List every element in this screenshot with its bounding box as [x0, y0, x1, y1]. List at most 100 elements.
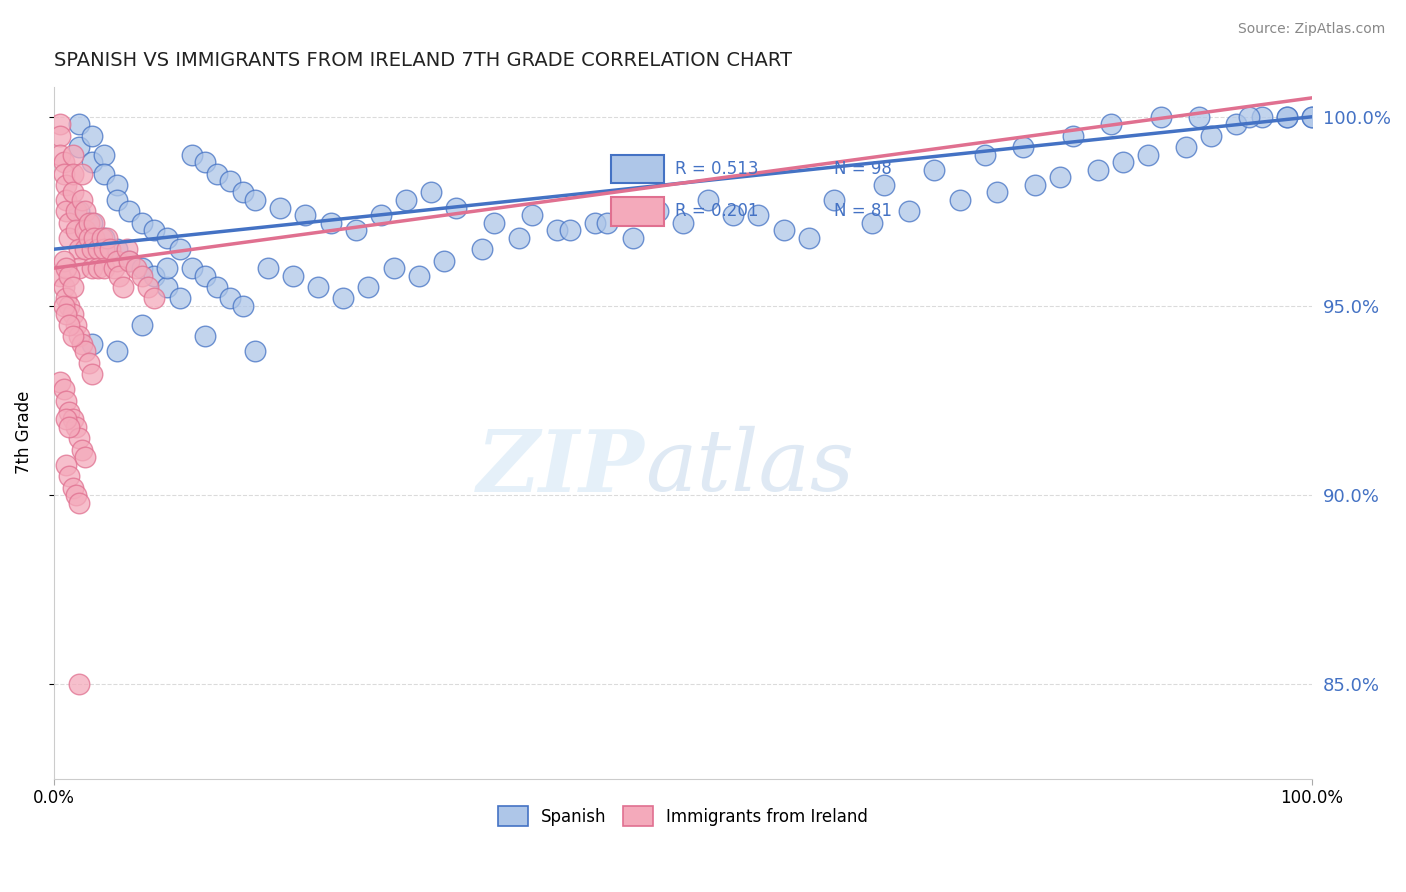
Point [697, 193, 720, 207]
Point [90, 231, 112, 245]
Point [307, 280, 329, 294]
Point [62, 306, 84, 320]
Point [75, 344, 97, 359]
Point [77, 231, 100, 245]
Point [949, 193, 972, 207]
Point [1301, 110, 1323, 124]
Point [62, 280, 84, 294]
Point [131, 261, 153, 276]
Point [420, 186, 443, 200]
Point [1275, 110, 1298, 124]
Point [621, 231, 644, 245]
Point [194, 329, 217, 343]
Point [55, 458, 77, 472]
Point [87, 261, 110, 276]
Point [93, 167, 115, 181]
Point [55, 204, 77, 219]
Point [924, 162, 946, 177]
Point [58, 469, 80, 483]
Point [67, 140, 90, 154]
Text: Source: ZipAtlas.com: Source: ZipAtlas.com [1237, 22, 1385, 37]
Point [80, 367, 103, 381]
Point [49, 268, 72, 283]
Point [256, 261, 278, 276]
Point [49, 117, 72, 131]
Point [58, 231, 80, 245]
Point [77, 356, 100, 370]
Point [58, 318, 80, 332]
Point [96, 231, 118, 245]
Point [62, 186, 84, 200]
Point [67, 261, 90, 276]
Point [1049, 170, 1071, 185]
Point [243, 344, 266, 359]
Point [1112, 155, 1135, 169]
Point [508, 231, 530, 245]
Point [62, 147, 84, 161]
Point [131, 318, 153, 332]
Point [143, 223, 166, 237]
Point [62, 412, 84, 426]
Point [797, 231, 820, 245]
Point [520, 208, 543, 222]
Point [105, 253, 128, 268]
Text: atlas: atlas [645, 426, 855, 508]
Point [83, 231, 105, 245]
Point [269, 201, 291, 215]
Point [80, 336, 103, 351]
Legend: Spanish, Immigrants from Ireland: Spanish, Immigrants from Ireland [491, 799, 875, 833]
Point [395, 193, 418, 207]
Point [471, 242, 494, 256]
Point [118, 253, 141, 268]
Point [973, 147, 995, 161]
Point [52, 155, 75, 169]
Point [747, 208, 769, 222]
Point [75, 223, 97, 237]
Point [70, 336, 93, 351]
Point [1087, 162, 1109, 177]
Point [80, 242, 103, 256]
Point [67, 242, 90, 256]
Point [58, 268, 80, 283]
Point [75, 204, 97, 219]
Point [583, 216, 606, 230]
Point [118, 253, 141, 268]
Point [65, 318, 87, 332]
Point [169, 242, 191, 256]
Point [131, 268, 153, 283]
Point [103, 261, 125, 276]
Point [75, 242, 97, 256]
Point [65, 204, 87, 219]
Point [55, 412, 77, 426]
Point [219, 174, 242, 188]
Point [1199, 128, 1222, 143]
Point [105, 193, 128, 207]
Point [1175, 140, 1198, 154]
Point [49, 375, 72, 389]
Point [55, 193, 77, 207]
Point [67, 496, 90, 510]
Point [181, 147, 204, 161]
Point [243, 193, 266, 207]
Point [344, 223, 367, 237]
Point [1062, 128, 1084, 143]
Point [156, 231, 179, 245]
Point [52, 280, 75, 294]
Point [357, 280, 380, 294]
Point [370, 208, 392, 222]
Point [100, 242, 122, 256]
Point [143, 292, 166, 306]
Point [67, 677, 90, 691]
Point [156, 280, 179, 294]
Point [207, 280, 229, 294]
Point [105, 242, 128, 256]
Point [65, 488, 87, 502]
Point [446, 201, 468, 215]
Point [382, 261, 405, 276]
Point [70, 442, 93, 457]
Point [52, 167, 75, 181]
Point [596, 216, 619, 230]
Point [1275, 110, 1298, 124]
Point [232, 299, 254, 313]
Point [65, 223, 87, 237]
